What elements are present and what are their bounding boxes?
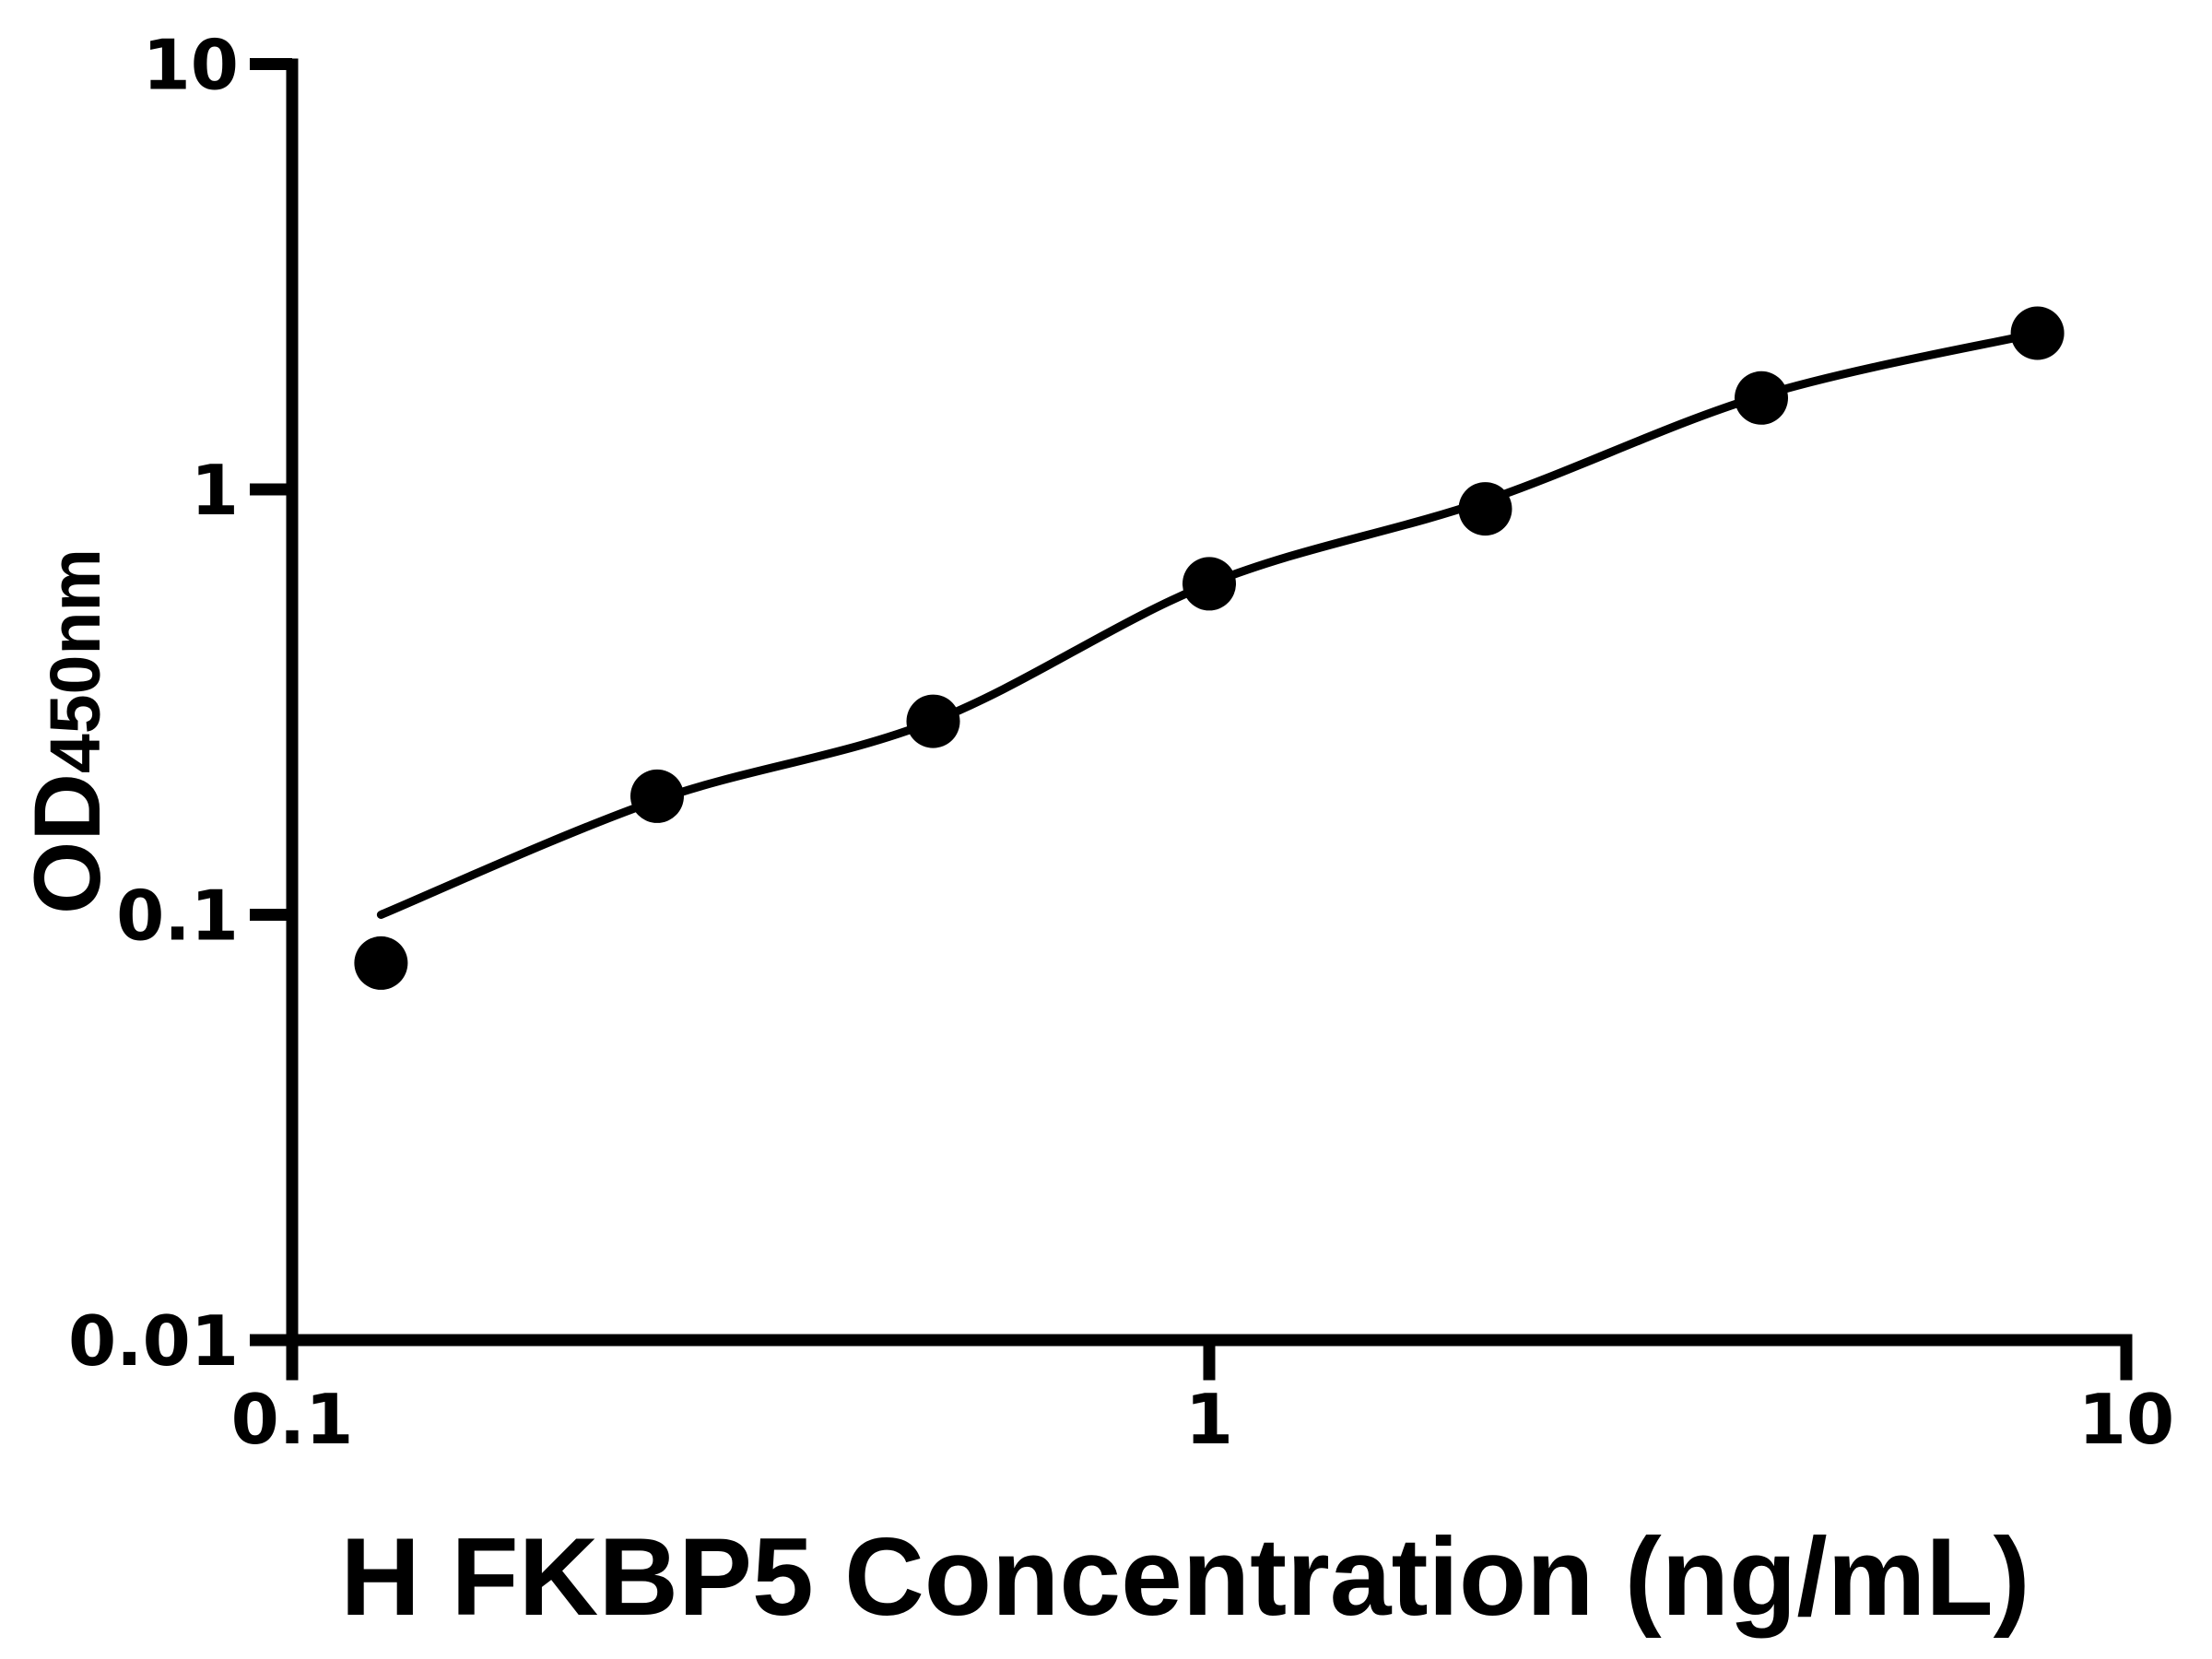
- data-point: [906, 694, 960, 748]
- data-point: [630, 769, 684, 823]
- series-layer: [354, 306, 2065, 990]
- x-axis-title: H FKBP5 Concentration (ng/mL): [340, 1515, 2030, 1639]
- axes-layer: [250, 58, 2133, 1381]
- fit-curve: [376, 329, 2042, 919]
- y-axis-title: OD450nm: [15, 548, 120, 914]
- y-tick-label: 1: [191, 450, 239, 531]
- y-axis-title-main: OD: [15, 773, 120, 914]
- y-axis-title-sub: 450nm: [36, 548, 115, 773]
- y-tick-label: 0.1: [116, 876, 239, 957]
- data-point: [1182, 557, 1236, 611]
- data-point: [1458, 482, 1512, 536]
- x-tick-label: 0.1: [231, 1379, 354, 1460]
- data-point: [2010, 306, 2065, 360]
- x-tick-label: 1: [1185, 1379, 1233, 1460]
- data-point: [354, 935, 408, 990]
- y-tick-label: 10: [143, 25, 239, 106]
- x-tick-label: 10: [2078, 1379, 2174, 1460]
- data-point: [1735, 371, 1788, 425]
- y-tick-label: 0.01: [68, 1300, 239, 1382]
